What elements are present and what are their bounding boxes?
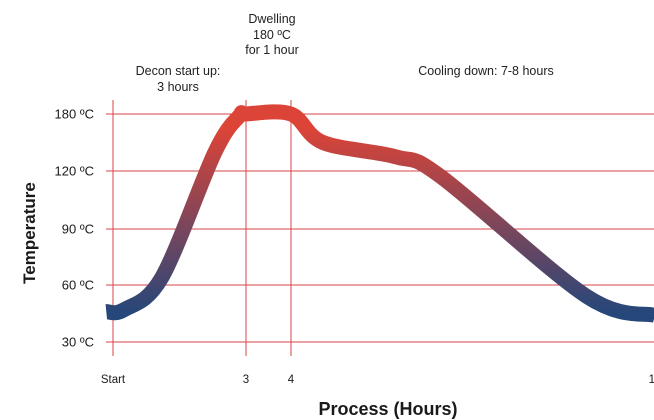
annotation-dwelling-line-1: Dwelling: [248, 12, 296, 26]
annotation-cooling-down: Cooling down: 7-8 hours: [386, 64, 586, 80]
x-tick-label-3: 12: [649, 374, 654, 386]
tick-labels: 30 ºC 60 ºC 90 ºC 120 ºC 180 ºC Start 3 4 12: [55, 107, 654, 387]
y-tick-label-1: 60 ºC: [62, 278, 94, 293]
temperature-curve-series-0: [105, 104, 654, 323]
x-tick-label-0: Start: [101, 374, 126, 386]
y-tick-label-3: 120 ºC: [55, 164, 94, 179]
annotation-dwelling-line-2: 180 ºC: [253, 27, 291, 42]
grid-lines: [106, 100, 654, 356]
annotation-decon-start-up: Decon start up: 3 hours: [118, 64, 238, 95]
y-tick-label-4: 180 ºC: [55, 107, 94, 122]
annotation-dwelling-line-3: for 1 hour: [245, 43, 299, 57]
x-axis-title: Process (Hours): [318, 399, 458, 419]
series-layer: [105, 104, 654, 323]
annotation-dwelling: Dwelling 180 ºC for 1 hour: [226, 12, 318, 59]
y-axis-title: Temperature: [20, 182, 39, 284]
annotation-cooling-line-1: Cooling down: 7-8 hours: [418, 64, 554, 78]
x-tick-label-2: 4: [288, 374, 295, 386]
y-tick-label-0: 30 ºC: [62, 335, 94, 350]
annotation-decon-line-2: 3 hours: [157, 79, 199, 94]
y-tick-label-2: 90 ºC: [62, 222, 94, 237]
annotation-decon-line-1: Decon start up:: [135, 64, 221, 78]
x-tick-label-1: 3: [243, 374, 249, 386]
